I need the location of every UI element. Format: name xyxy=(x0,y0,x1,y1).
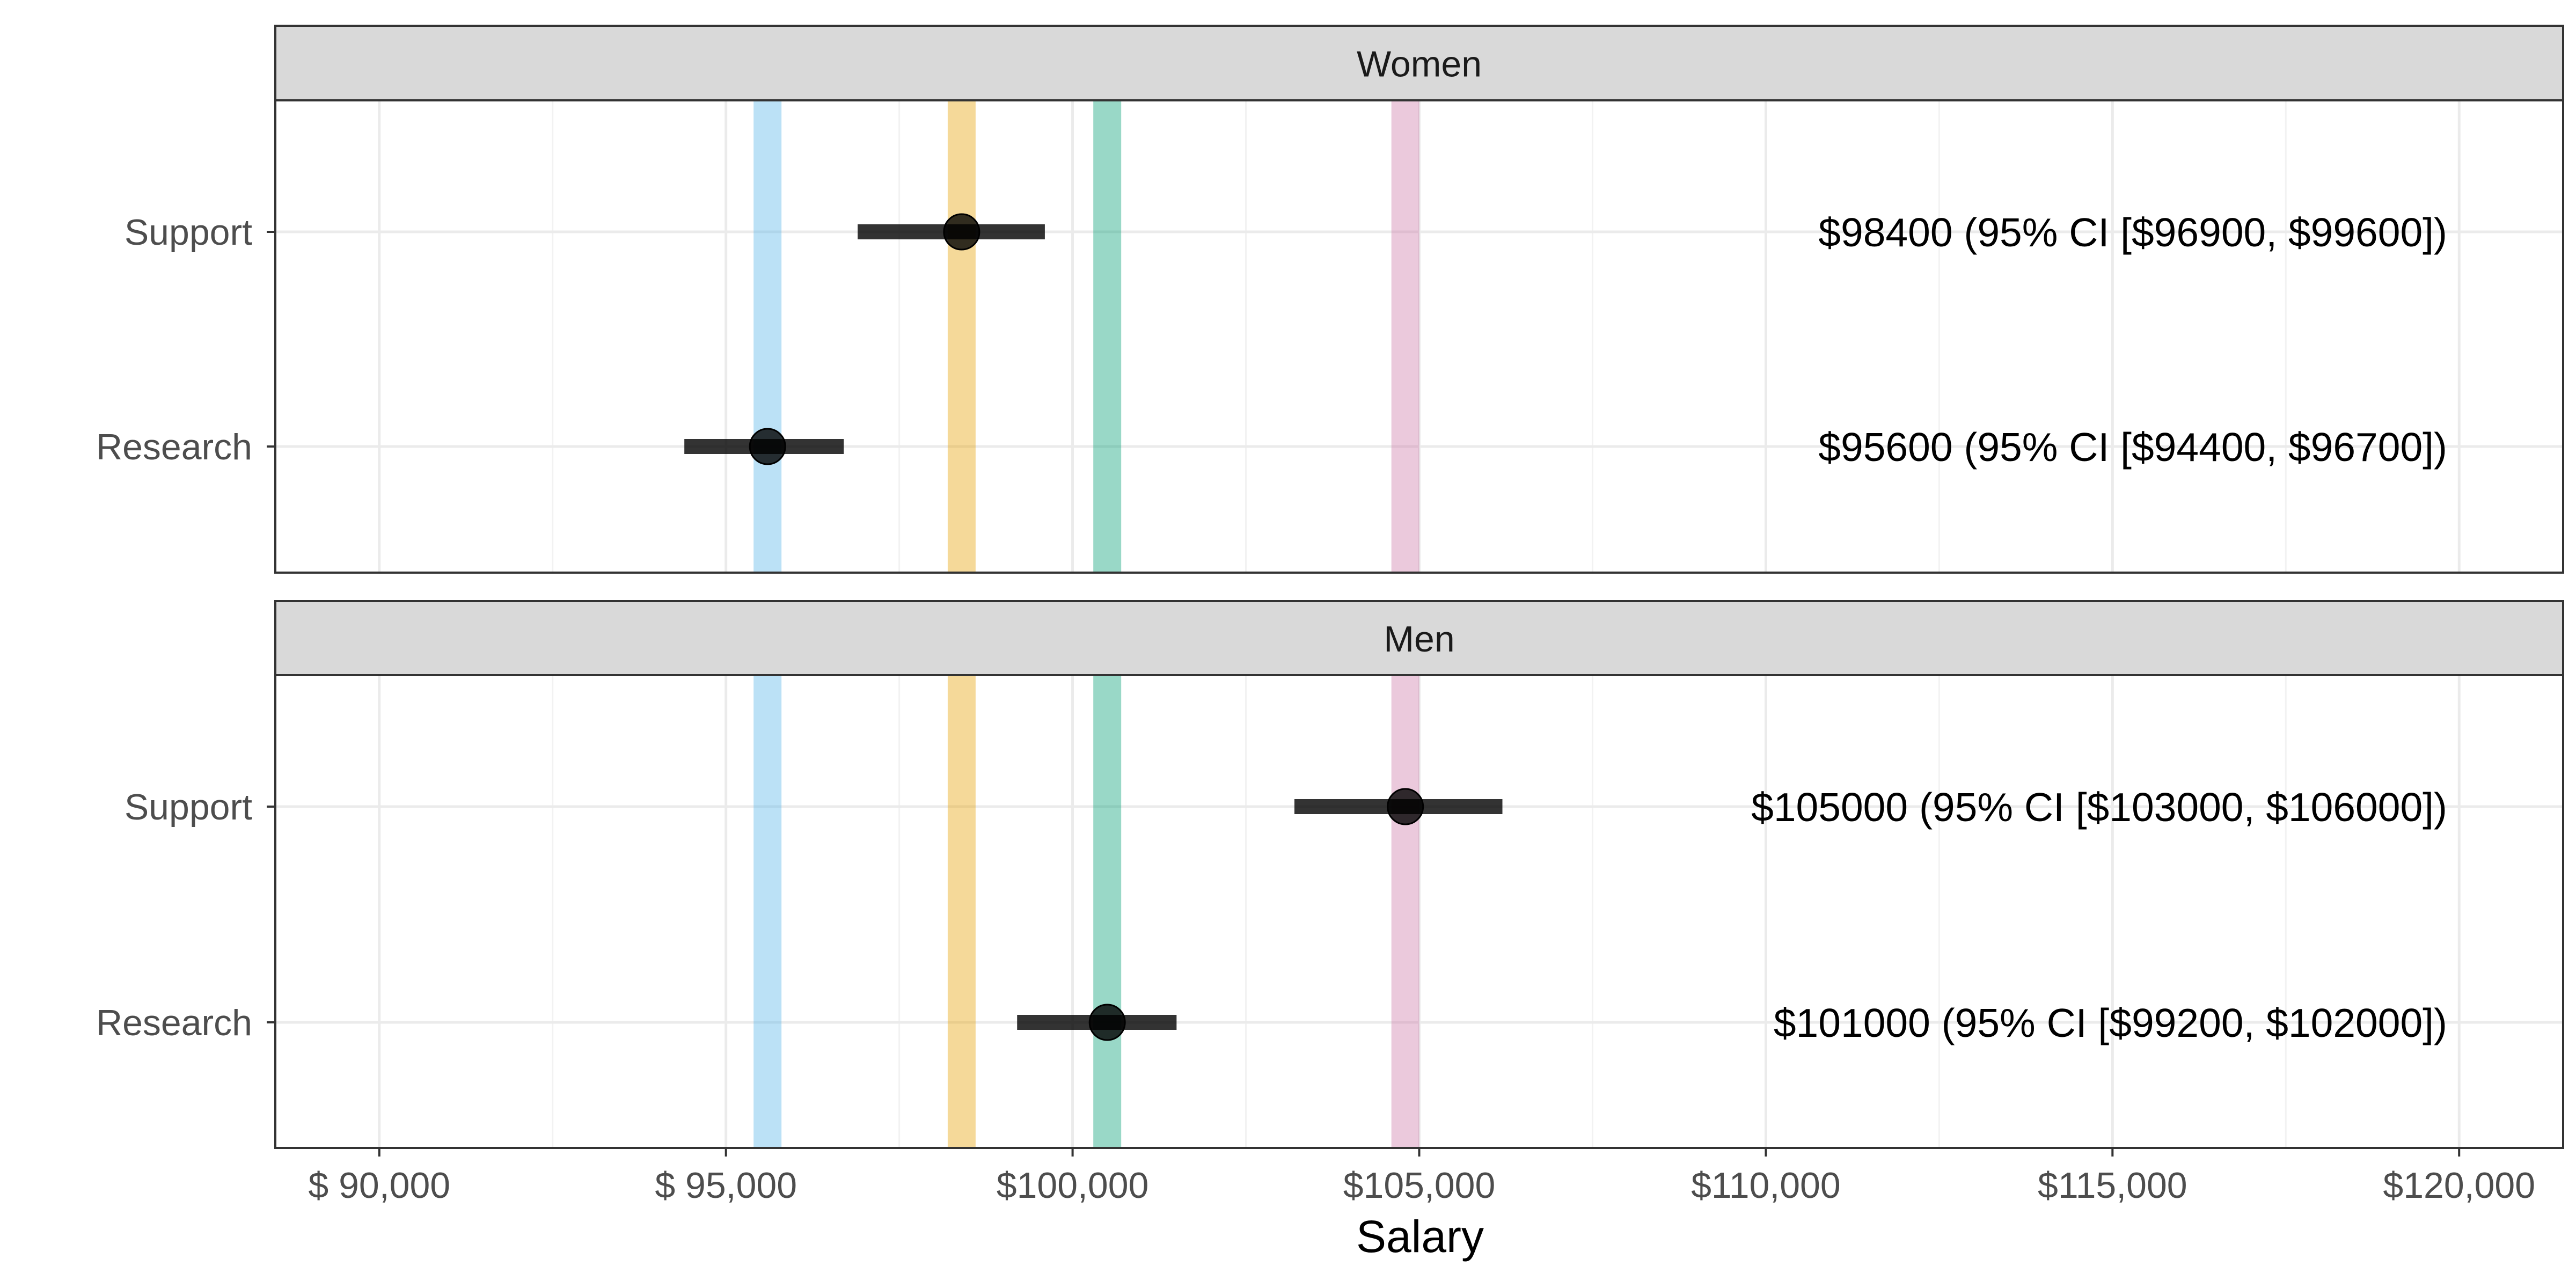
reference-band xyxy=(753,675,782,1148)
panel-border xyxy=(274,99,2564,574)
reference-band xyxy=(947,675,976,1148)
x-tick-label: $105,000 xyxy=(1343,1165,1496,1206)
estimate-point xyxy=(1088,1004,1126,1041)
x-tick-label: $120,000 xyxy=(2383,1165,2535,1206)
x-tick-label: $100,000 xyxy=(997,1165,1149,1206)
x-axis-title: Salary xyxy=(1356,1211,1484,1262)
estimate-annotation: $95600 (95% CI [$94400, $96700]) xyxy=(1818,425,2447,470)
x-tick-label: $ 95,000 xyxy=(655,1165,797,1206)
x-tick-label: $110,000 xyxy=(1691,1165,1841,1206)
estimate-point xyxy=(943,213,980,251)
x-tick-label: $ 90,000 xyxy=(308,1165,450,1206)
estimate-annotation: $101000 (95% CI [$99200, $102000]) xyxy=(1774,1000,2447,1045)
y-tick-label: Research xyxy=(96,1002,252,1043)
reference-band xyxy=(1391,675,1419,1148)
estimate-point xyxy=(1387,788,1424,825)
panel-women: Women $98400 (95% CI [$96900, $99600]) Sup… xyxy=(96,25,2564,574)
panel-title: Men xyxy=(1384,619,1454,660)
estimate-annotation: $105000 (95% CI [$103000, $106000]) xyxy=(1751,785,2447,830)
estimate-point xyxy=(749,428,786,465)
panel-strip xyxy=(274,600,2564,676)
x-axis: $ 90,000 $ 95,000 $100,000 $105,000 $110,000… xyxy=(308,1148,2535,1206)
reference-band xyxy=(753,100,782,573)
y-tick-label: Research xyxy=(96,427,252,467)
panel-men: Men $105000 (95% CI [$103000, $106000]) Su… xyxy=(96,600,2564,1149)
reference-band xyxy=(947,100,976,573)
x-tick-label: $115,000 xyxy=(2038,1165,2187,1206)
reference-band xyxy=(1093,675,1122,1148)
estimate-annotation: $98400 (95% CI [$96900, $99600]) xyxy=(1818,210,2447,255)
y-tick-label: Support xyxy=(125,787,252,828)
panels: Women $98400 (95% CI [$96900, $99600]) Sup… xyxy=(96,25,2564,1149)
reference-band xyxy=(1391,100,1419,573)
reference-band xyxy=(1093,100,1122,573)
panel-title: Women xyxy=(1357,44,1482,85)
y-tick-label: Support xyxy=(125,212,252,253)
panel-strip xyxy=(274,25,2564,101)
